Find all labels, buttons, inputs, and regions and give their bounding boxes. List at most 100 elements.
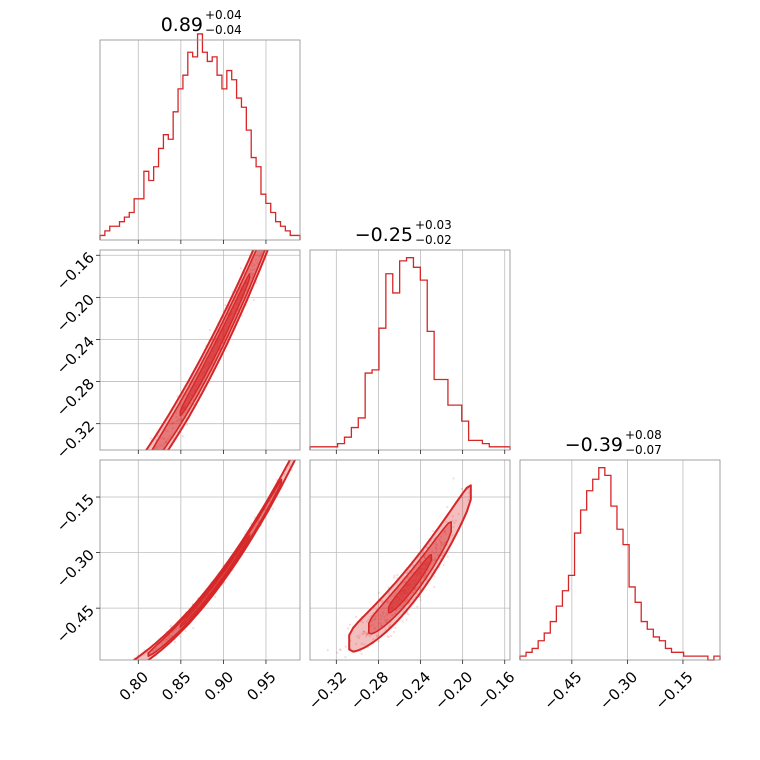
x-tick-label: 0.95: [243, 668, 279, 704]
sample-point: [433, 557, 437, 560]
sample-point: [383, 619, 387, 622]
sample-point: [171, 422, 174, 425]
sample-point: [256, 244, 258, 246]
sample-point: [170, 634, 173, 638]
sample-point: [162, 437, 165, 441]
sample-point: [175, 415, 178, 419]
sample-point: [156, 445, 159, 448]
sample-point: [365, 632, 368, 635]
x-tick-label: −0.15: [651, 668, 696, 713]
sample-point: [467, 488, 470, 491]
histogram-title: −0.39 +0.08−0.07: [565, 428, 662, 457]
sample-point: [405, 611, 409, 614]
sample-point: [112, 671, 114, 673]
sample-point: [432, 529, 435, 533]
sample-point: [117, 674, 119, 676]
sample-point: [386, 618, 389, 621]
sample-point: [107, 681, 109, 683]
sample-point: [377, 640, 380, 643]
sample-point: [440, 542, 443, 545]
sample-point: [164, 638, 168, 641]
sample-point: [363, 643, 366, 646]
sample-point: [423, 574, 426, 578]
sample-point: [441, 544, 444, 547]
sample-point: [387, 635, 390, 638]
sample-point: [156, 434, 160, 437]
sample-point: [159, 437, 163, 440]
histogram-panel-background: [520, 460, 720, 660]
sample-point: [361, 632, 364, 635]
sample-point: [369, 624, 372, 627]
sample-point: [260, 252, 263, 255]
sample-point: [435, 548, 438, 551]
sample-point: [185, 423, 189, 426]
sample-point: [451, 519, 454, 522]
sample-point: [434, 546, 437, 549]
sample-point: [380, 624, 383, 627]
sample-point: [326, 649, 329, 652]
sample-point: [439, 544, 442, 547]
density-contour-2: [147, 478, 283, 657]
sample-point: [271, 507, 274, 511]
sample-point: [42, 555, 44, 557]
sample-point: [374, 615, 377, 618]
sample-point: [394, 592, 397, 595]
sample-point: [414, 588, 417, 591]
sample-point: [366, 633, 370, 637]
sample-point: [373, 618, 376, 621]
sample-point: [159, 444, 162, 447]
sample-point: [162, 639, 166, 643]
sample-point: [386, 635, 389, 638]
sample-point: [171, 631, 175, 634]
sample-point: [125, 669, 127, 671]
sample-point: [446, 555, 449, 558]
sample-point: [439, 535, 443, 539]
sample-point: [394, 626, 397, 629]
sample-point: [140, 662, 142, 664]
sample-point: [393, 574, 396, 577]
sample-point: [425, 579, 428, 582]
sample-point: [404, 599, 407, 602]
sample-point: [333, 65, 335, 67]
sample-point: [419, 598, 422, 602]
sample-point: [303, 434, 305, 436]
sample-point: [435, 543, 438, 546]
panel-frame: [99, 249, 301, 451]
sample-point: [312, 110, 314, 112]
sample-point: [375, 635, 379, 638]
sample-point: [145, 457, 147, 459]
sample-point: [385, 621, 388, 624]
sample-point: [373, 627, 377, 630]
sample-point: [418, 561, 422, 564]
sample-point: [390, 634, 393, 638]
sample-point: [360, 642, 363, 645]
sample-point: [366, 632, 369, 635]
sample-point: [176, 420, 179, 423]
sample-point: [172, 421, 176, 424]
sample-point: [433, 585, 436, 589]
sample-point: [256, 521, 259, 525]
sample-point: [401, 605, 404, 608]
sample-point: [249, 271, 253, 274]
sample-point: [423, 556, 426, 559]
sample-point: [362, 632, 365, 636]
sample-point: [419, 561, 423, 564]
sample-point: [315, 105, 317, 107]
sample-point: [443, 530, 446, 533]
sample-point: [407, 613, 410, 616]
sample-point: [443, 531, 446, 534]
sample-point: [396, 573, 399, 576]
sample-point: [176, 395, 179, 398]
sample-point: [175, 420, 178, 423]
sample-point: [169, 624, 172, 627]
sample-point: [253, 526, 257, 529]
panel-frame: [309, 249, 511, 451]
title-lower-error: −0.07: [625, 443, 662, 457]
scatter-panel-background: [310, 460, 510, 660]
sample-point: [443, 529, 446, 533]
x-tick-label: −0.24: [389, 668, 434, 713]
sample-point: [290, 469, 293, 472]
sample-point: [457, 512, 460, 516]
sample-point: [392, 630, 396, 634]
sample-point: [405, 572, 409, 575]
